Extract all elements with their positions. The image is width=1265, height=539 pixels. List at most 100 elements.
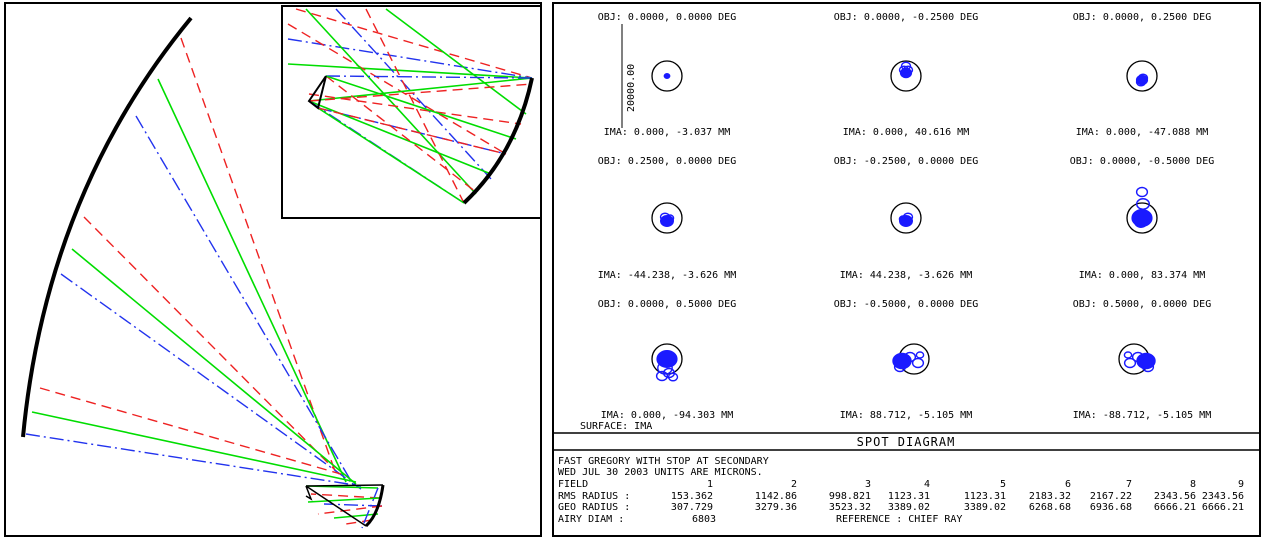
ima-label: IMA: 0.000, 40.616 MM xyxy=(843,127,969,138)
inset-ray-line xyxy=(287,38,533,79)
spot-blob xyxy=(1123,351,1133,359)
scale-bar-label: 20000.00 xyxy=(626,64,637,112)
inset-mirror xyxy=(462,77,534,205)
ima-label: IMA: 0.000, -47.088 MM xyxy=(1076,127,1208,138)
obj-label: OBJ: 0.2500, 0.0000 DEG xyxy=(598,156,736,167)
spot-blob xyxy=(1134,216,1149,228)
spot-blob xyxy=(1135,186,1149,198)
geo-value: 6666.21 xyxy=(1154,502,1196,513)
field-label: FIELD xyxy=(558,479,588,490)
ray-line xyxy=(317,505,383,515)
obj-label: OBJ: 0.5000, 0.0000 DEG xyxy=(1073,299,1211,310)
ray-line xyxy=(39,387,342,475)
spot-blob xyxy=(659,212,671,222)
spot-blob xyxy=(915,351,925,359)
spot-diagram-panel: OBJ: 0.0000, 0.0000 DEG IMA: 0.000, -3.03… xyxy=(552,2,1261,537)
field-number: 6 xyxy=(1065,479,1071,490)
ray-line xyxy=(60,273,362,490)
spot-blob xyxy=(665,214,675,222)
geo-value: 6268.68 xyxy=(1029,502,1071,513)
spot-blob xyxy=(898,65,910,75)
ima-label: IMA: 44.238, -3.626 MM xyxy=(840,270,972,281)
obj-label: OBJ: 0.0000, 0.0000 DEG xyxy=(598,12,736,23)
rms-value: 1123.31 xyxy=(964,491,1006,502)
obj-label: OBJ: -0.5000, 0.0000 DEG xyxy=(834,299,979,310)
ima-label: IMA: 0.000, -3.037 MM xyxy=(604,127,730,138)
field-number: 9 xyxy=(1238,479,1244,490)
airy-label: AIRY DIAM : xyxy=(558,514,624,525)
inset-ray-line xyxy=(317,107,507,155)
secondary-group xyxy=(305,484,385,528)
field-number: 7 xyxy=(1126,479,1132,490)
inset-ray-line xyxy=(308,77,533,102)
rms-value: 1142.86 xyxy=(755,491,797,502)
layout-panel xyxy=(4,2,542,537)
ima-label: IMA: -88.712, -5.105 MM xyxy=(1073,410,1211,421)
spot-blob xyxy=(911,357,925,369)
spot-blob xyxy=(655,370,669,382)
focal-structure xyxy=(305,484,384,527)
obj-label: OBJ: 0.0000, 0.2500 DEG xyxy=(1073,12,1211,23)
spot-blob xyxy=(1141,361,1155,373)
spot-blob xyxy=(1131,351,1145,363)
spot-blob xyxy=(656,350,678,368)
ray-line xyxy=(310,493,381,499)
inset-ray-line xyxy=(385,8,527,115)
spot-blob xyxy=(903,351,917,363)
obj-label: OBJ: 0.0000, -0.2500 DEG xyxy=(834,12,979,23)
airy-circle xyxy=(890,202,922,234)
airy-circle xyxy=(890,60,922,92)
inset-ray-line xyxy=(325,75,517,140)
spot-blob xyxy=(667,372,679,382)
spot-blob xyxy=(1136,198,1151,210)
ray-line xyxy=(333,513,379,519)
ray-line xyxy=(345,519,373,525)
secondary-mirror xyxy=(364,484,385,528)
spot-blob xyxy=(900,61,912,71)
inset-ray-line xyxy=(295,8,533,79)
inset-ray-line xyxy=(325,75,533,79)
rms-value: 2343.56 xyxy=(1202,491,1244,502)
geo-value: 3389.02 xyxy=(888,502,930,513)
spot-cell: OBJ: 0.0000, -0.5000 DEG IMA: 0.000, 83.3… xyxy=(1070,156,1215,281)
spot-cell: OBJ: 0.0000, 0.0000 DEG IMA: 0.000, -3.03… xyxy=(598,12,736,138)
ray-line xyxy=(83,216,342,477)
inset-ray-line xyxy=(287,63,533,79)
geo-value: 307.729 xyxy=(671,502,713,513)
spot-blob xyxy=(663,73,671,79)
ima-label: IMA: -44.238, -3.626 MM xyxy=(598,270,736,281)
field-number: 3 xyxy=(865,479,871,490)
airy-value: 6803 xyxy=(692,514,716,525)
spot-blob xyxy=(898,215,908,223)
inset-ray-line xyxy=(335,8,492,180)
ray-line xyxy=(71,248,357,485)
obj-label: OBJ: 0.0000, 0.5000 DEG xyxy=(598,299,736,310)
spot-cell: OBJ: 0.0000, 0.2500 DEG IMA: 0.000, -47.0… xyxy=(1073,12,1211,138)
airy-circle xyxy=(651,202,683,234)
layout-drawing xyxy=(21,5,540,529)
spot-blob xyxy=(657,361,673,375)
spot-blob xyxy=(902,65,914,75)
spot-blob xyxy=(902,212,914,222)
rms-value: 2183.32 xyxy=(1029,491,1071,502)
obj-label: OBJ: 0.0000, -0.5000 DEG xyxy=(1070,156,1215,167)
ray-line xyxy=(307,497,381,503)
spot-blob xyxy=(893,361,907,373)
rms-label: RMS RADIUS : xyxy=(558,491,630,502)
spot-diagram-title: SPOT DIAGRAM xyxy=(857,435,956,449)
ima-label: IMA: 0.000, 83.374 MM xyxy=(1079,270,1205,281)
ray-line xyxy=(361,487,379,529)
airy-circle xyxy=(1126,202,1158,234)
rms-value: 1123.31 xyxy=(888,491,930,502)
inset-ray-line xyxy=(308,83,533,102)
spot-cell: OBJ: 0.2500, 0.0000 DEG IMA: -44.238, -3.… xyxy=(598,156,736,281)
spot-cell: OBJ: -0.2500, 0.0000 DEG IMA: 44.238, -3.… xyxy=(834,156,979,281)
inset-ray-line xyxy=(365,8,465,204)
field-number: 2 xyxy=(791,479,797,490)
ray-line xyxy=(180,37,337,475)
primary-mirror xyxy=(21,16,193,438)
geo-value: 3389.02 xyxy=(964,502,1006,513)
airy-circle xyxy=(1126,60,1158,92)
spot-cell: OBJ: 0.0000, 0.5000 DEG IMA: 0.000, -94.3… xyxy=(598,299,736,421)
field-number: 8 xyxy=(1190,479,1196,490)
